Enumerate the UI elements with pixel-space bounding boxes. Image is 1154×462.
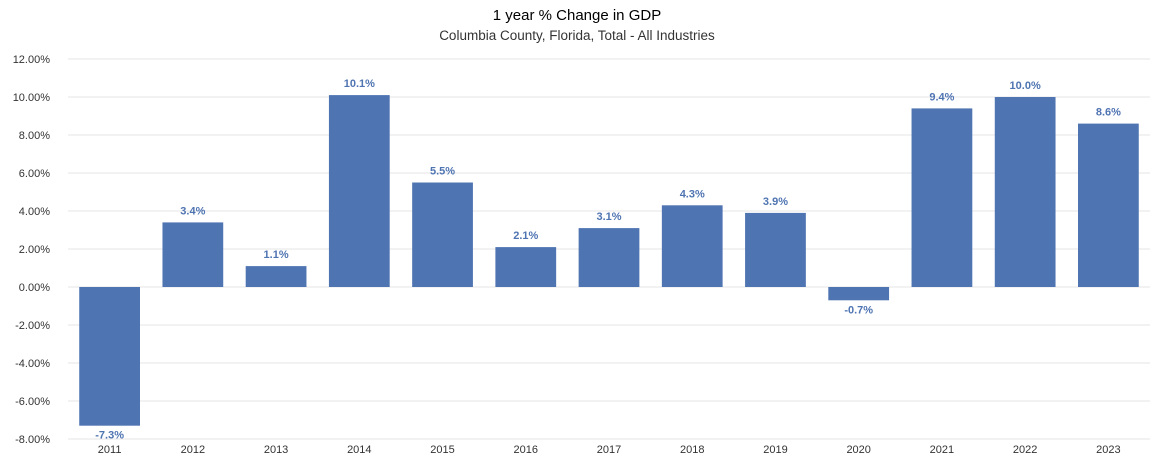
y-axis: 12.00% 10.00% 8.00% 6.00% 4.00% 2.00% 0.00% -2.…	[13, 54, 51, 446]
data-label-2012: 3.4%	[180, 205, 205, 217]
x-tick-label-2011: 2011	[98, 444, 122, 456]
data-label-2013: 1.1%	[264, 249, 289, 261]
x-tick-label-2013: 2013	[264, 444, 288, 456]
y-tick-label: 8.00%	[19, 130, 50, 142]
bar-2011	[79, 287, 140, 426]
y-tick-label: 12.00%	[13, 54, 51, 66]
y-tick-label: -8.00%	[15, 434, 50, 446]
bar-2013	[245, 266, 307, 287]
x-tick-label-2015: 2015	[430, 444, 454, 456]
data-label-2019: 3.9%	[763, 196, 788, 208]
x-tick-label-2018: 2018	[680, 444, 704, 456]
y-tick-label: 2.00%	[19, 244, 50, 256]
x-tick-label-2014: 2014	[347, 444, 371, 456]
data-label-2017: 3.1%	[596, 211, 621, 223]
data-label-2022: 10.0%	[1010, 80, 1041, 92]
x-tick-label-2020: 2020	[846, 444, 870, 456]
bar-2021	[911, 108, 973, 288]
data-label-2018: 4.3%	[680, 188, 705, 200]
x-tick-label-2022: 2022	[1013, 444, 1037, 456]
y-tick-label: -6.00%	[15, 396, 50, 408]
y-tick-label: -2.00%	[15, 320, 50, 332]
y-tick-label: 0.00%	[19, 282, 50, 294]
chart-subtitle: Columbia County, Florida, Total - All In…	[439, 28, 715, 43]
bar-2020	[828, 287, 890, 301]
data-labels: -7.3% 3.4% 1.1% 10.1% 5.5% 2.1% 3.1% 4.3% 3.9% -0…	[95, 78, 1121, 442]
bars	[79, 95, 1139, 426]
data-label-2021: 9.4%	[929, 91, 954, 103]
bar-2014	[328, 95, 390, 287]
bar-2019	[745, 212, 806, 287]
x-tick-label-2021: 2021	[930, 444, 954, 456]
bar-2016	[495, 247, 557, 287]
data-label-2014: 10.1%	[344, 78, 375, 90]
y-tick-label: 6.00%	[19, 168, 50, 180]
bar-2022	[994, 97, 1056, 287]
data-label-2016: 2.1%	[513, 230, 538, 242]
chart-title: 1 year % Change in GDP	[493, 7, 661, 24]
x-tick-label-2017: 2017	[597, 444, 621, 456]
data-label-2015: 5.5%	[430, 166, 455, 178]
x-tick-label-2016: 2016	[514, 444, 538, 456]
x-tick-label-2012: 2012	[181, 444, 205, 456]
y-tick-label: 10.00%	[13, 92, 51, 104]
bar-2023	[1078, 123, 1139, 287]
bar-2015	[412, 182, 473, 287]
y-tick-label: 4.00%	[19, 206, 50, 218]
x-axis: 2011 2012 2013 2014 2015 2016 2017 2018 2019 2020…	[98, 444, 1121, 456]
y-tick-label: -4.00%	[15, 358, 50, 370]
bar-2018	[661, 205, 723, 287]
data-label-2011: -7.3%	[95, 430, 124, 442]
bar-2017	[578, 228, 640, 287]
data-label-2023: 8.6%	[1096, 107, 1121, 119]
data-label-2020: -0.7%	[844, 304, 873, 316]
bar-2012	[162, 222, 224, 287]
x-tick-label-2023: 2023	[1096, 444, 1120, 456]
x-tick-label-2019: 2019	[763, 444, 787, 456]
